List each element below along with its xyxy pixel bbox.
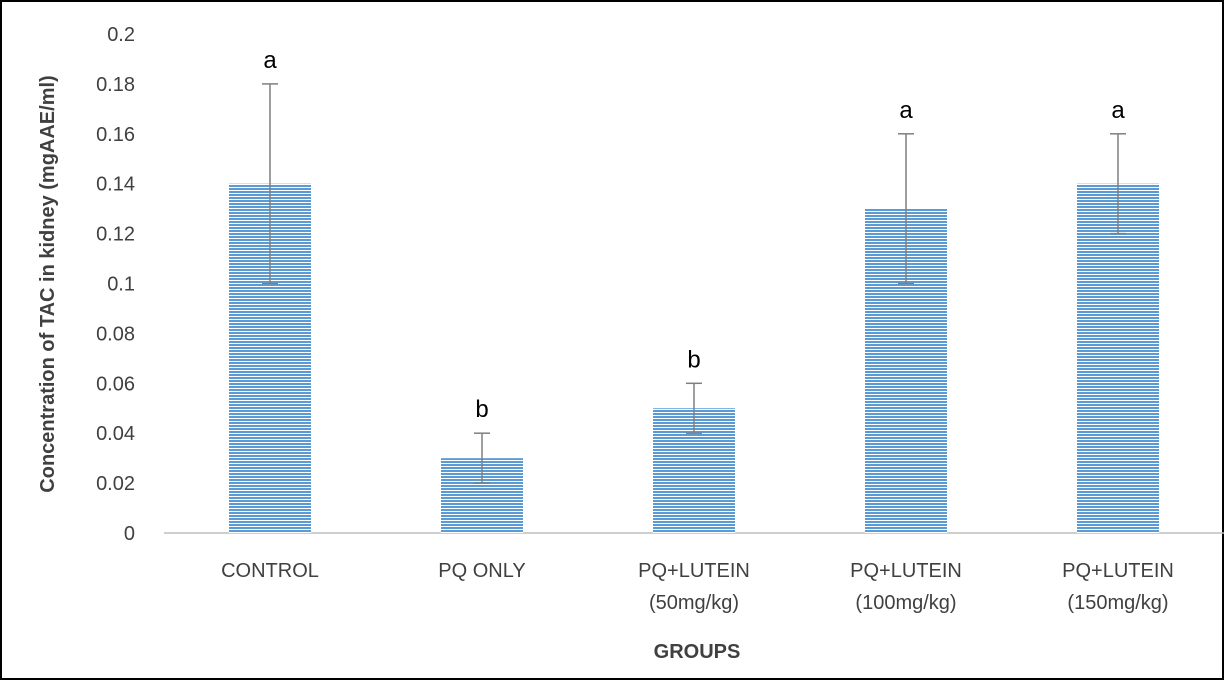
labels: a CONTROL b PQ ONLY b PQ+LUTEIN (50mg/kg) a PQ+L… (221, 47, 1174, 614)
y-tick-label: 0.18 (96, 74, 135, 96)
x-tick-label: CONTROL (221, 560, 319, 582)
x-tick-label: PQ+LUTEIN (1062, 560, 1174, 582)
y-tick-label: 0.04 (96, 423, 135, 445)
x-tick-label: (50mg/kg) (649, 592, 739, 614)
significance-label: a (899, 97, 913, 124)
y-tick-label: 0.14 (96, 174, 135, 196)
error-bars (262, 83, 1126, 484)
y-axis-title: Concentration of TAC in kidney (mgAAE/ml… (37, 75, 59, 492)
axes: 0 0.02 0.04 0.06 0.08 0.1 0.12 0.14 0.16 0.18 0.2 (96, 24, 1224, 545)
significance-label: a (263, 47, 277, 74)
significance-label: b (687, 346, 700, 373)
x-tick-label: PQ+LUTEIN (850, 560, 962, 582)
y-tick-label: 0.08 (96, 323, 135, 345)
x-tick-label: (100mg/kg) (855, 592, 956, 614)
y-tick-label: 0.2 (107, 24, 135, 46)
y-tick-label: 0.12 (96, 224, 135, 246)
significance-label: b (475, 396, 488, 423)
y-tick-label: 0.1 (107, 274, 135, 296)
x-tick-label: (150mg/kg) (1067, 592, 1168, 614)
y-tick-label: 0 (124, 523, 135, 545)
bar (1077, 183, 1159, 533)
y-tick-label: 0.16 (96, 124, 135, 146)
y-tick-label: 0.06 (96, 373, 135, 395)
bars (229, 183, 1159, 533)
y-tick-label: 0.02 (96, 473, 135, 495)
x-tick-label: PQ+LUTEIN (638, 560, 750, 582)
significance-label: a (1111, 97, 1125, 124)
x-tick-label: PQ ONLY (438, 560, 525, 582)
x-axis-title: GROUPS (654, 641, 741, 663)
